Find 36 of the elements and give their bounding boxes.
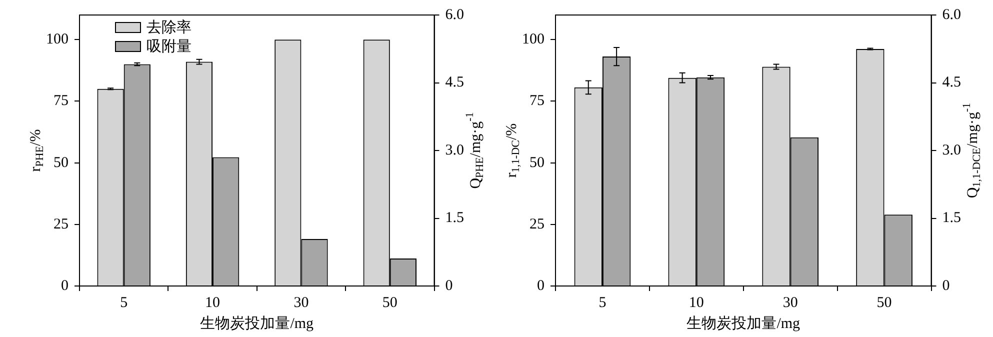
x-tick-label: 50 <box>876 294 892 311</box>
y-axis-title: rPHE/% <box>28 129 46 172</box>
y2-tick-label: 6.0 <box>445 6 464 23</box>
x-tick-label: 30 <box>294 294 309 311</box>
y2-axis-title: Q1,1-DCE/mg·g-1 <box>960 102 983 198</box>
y2-axis-title: QPHE/mg·g-1 <box>464 112 486 189</box>
y-tick-label: 75 <box>54 93 68 110</box>
y-tick-label: 25 <box>530 216 544 232</box>
y-tick-label: 0 <box>537 278 544 294</box>
y-tick-label: 75 <box>530 93 544 110</box>
y-tick-label: 100 <box>46 32 68 48</box>
legend-label: 吸附量 <box>146 39 192 55</box>
y2-tick-label: 0 <box>445 278 453 294</box>
x-tick-label: 30 <box>782 294 798 311</box>
y2-tick-label: 3.0 <box>445 142 464 158</box>
y2-tick-label: 3.0 <box>942 142 961 158</box>
y2-tick-label: 4.5 <box>445 74 464 91</box>
x-tick-label: 5 <box>598 294 606 311</box>
y-tick-label: 50 <box>54 154 68 171</box>
y2-tick-label: 0 <box>942 278 950 294</box>
legend-label: 去除率 <box>146 20 192 36</box>
y-tick-label: 100 <box>522 32 544 48</box>
y2-tick-label: 1.5 <box>942 210 961 226</box>
y-tick-label: 50 <box>530 154 544 171</box>
y-axis-title: r1,1-DC/% <box>504 123 522 178</box>
x-axis-title: 生物炭投加量/mg <box>200 314 314 332</box>
x-tick-label: 10 <box>688 294 704 311</box>
x-tick-label: 50 <box>382 294 398 311</box>
y-tick-label: 0 <box>61 278 68 294</box>
y2-tick-label: 6.0 <box>942 6 961 23</box>
x-tick-label: 10 <box>205 294 220 311</box>
y-tick-label: 25 <box>54 216 68 232</box>
x-tick-label: 5 <box>120 294 128 311</box>
y2-tick-label: 4.5 <box>942 74 961 91</box>
x-axis-title: 生物炭投加量/mg <box>686 314 801 332</box>
y2-tick-label: 1.5 <box>445 210 464 226</box>
